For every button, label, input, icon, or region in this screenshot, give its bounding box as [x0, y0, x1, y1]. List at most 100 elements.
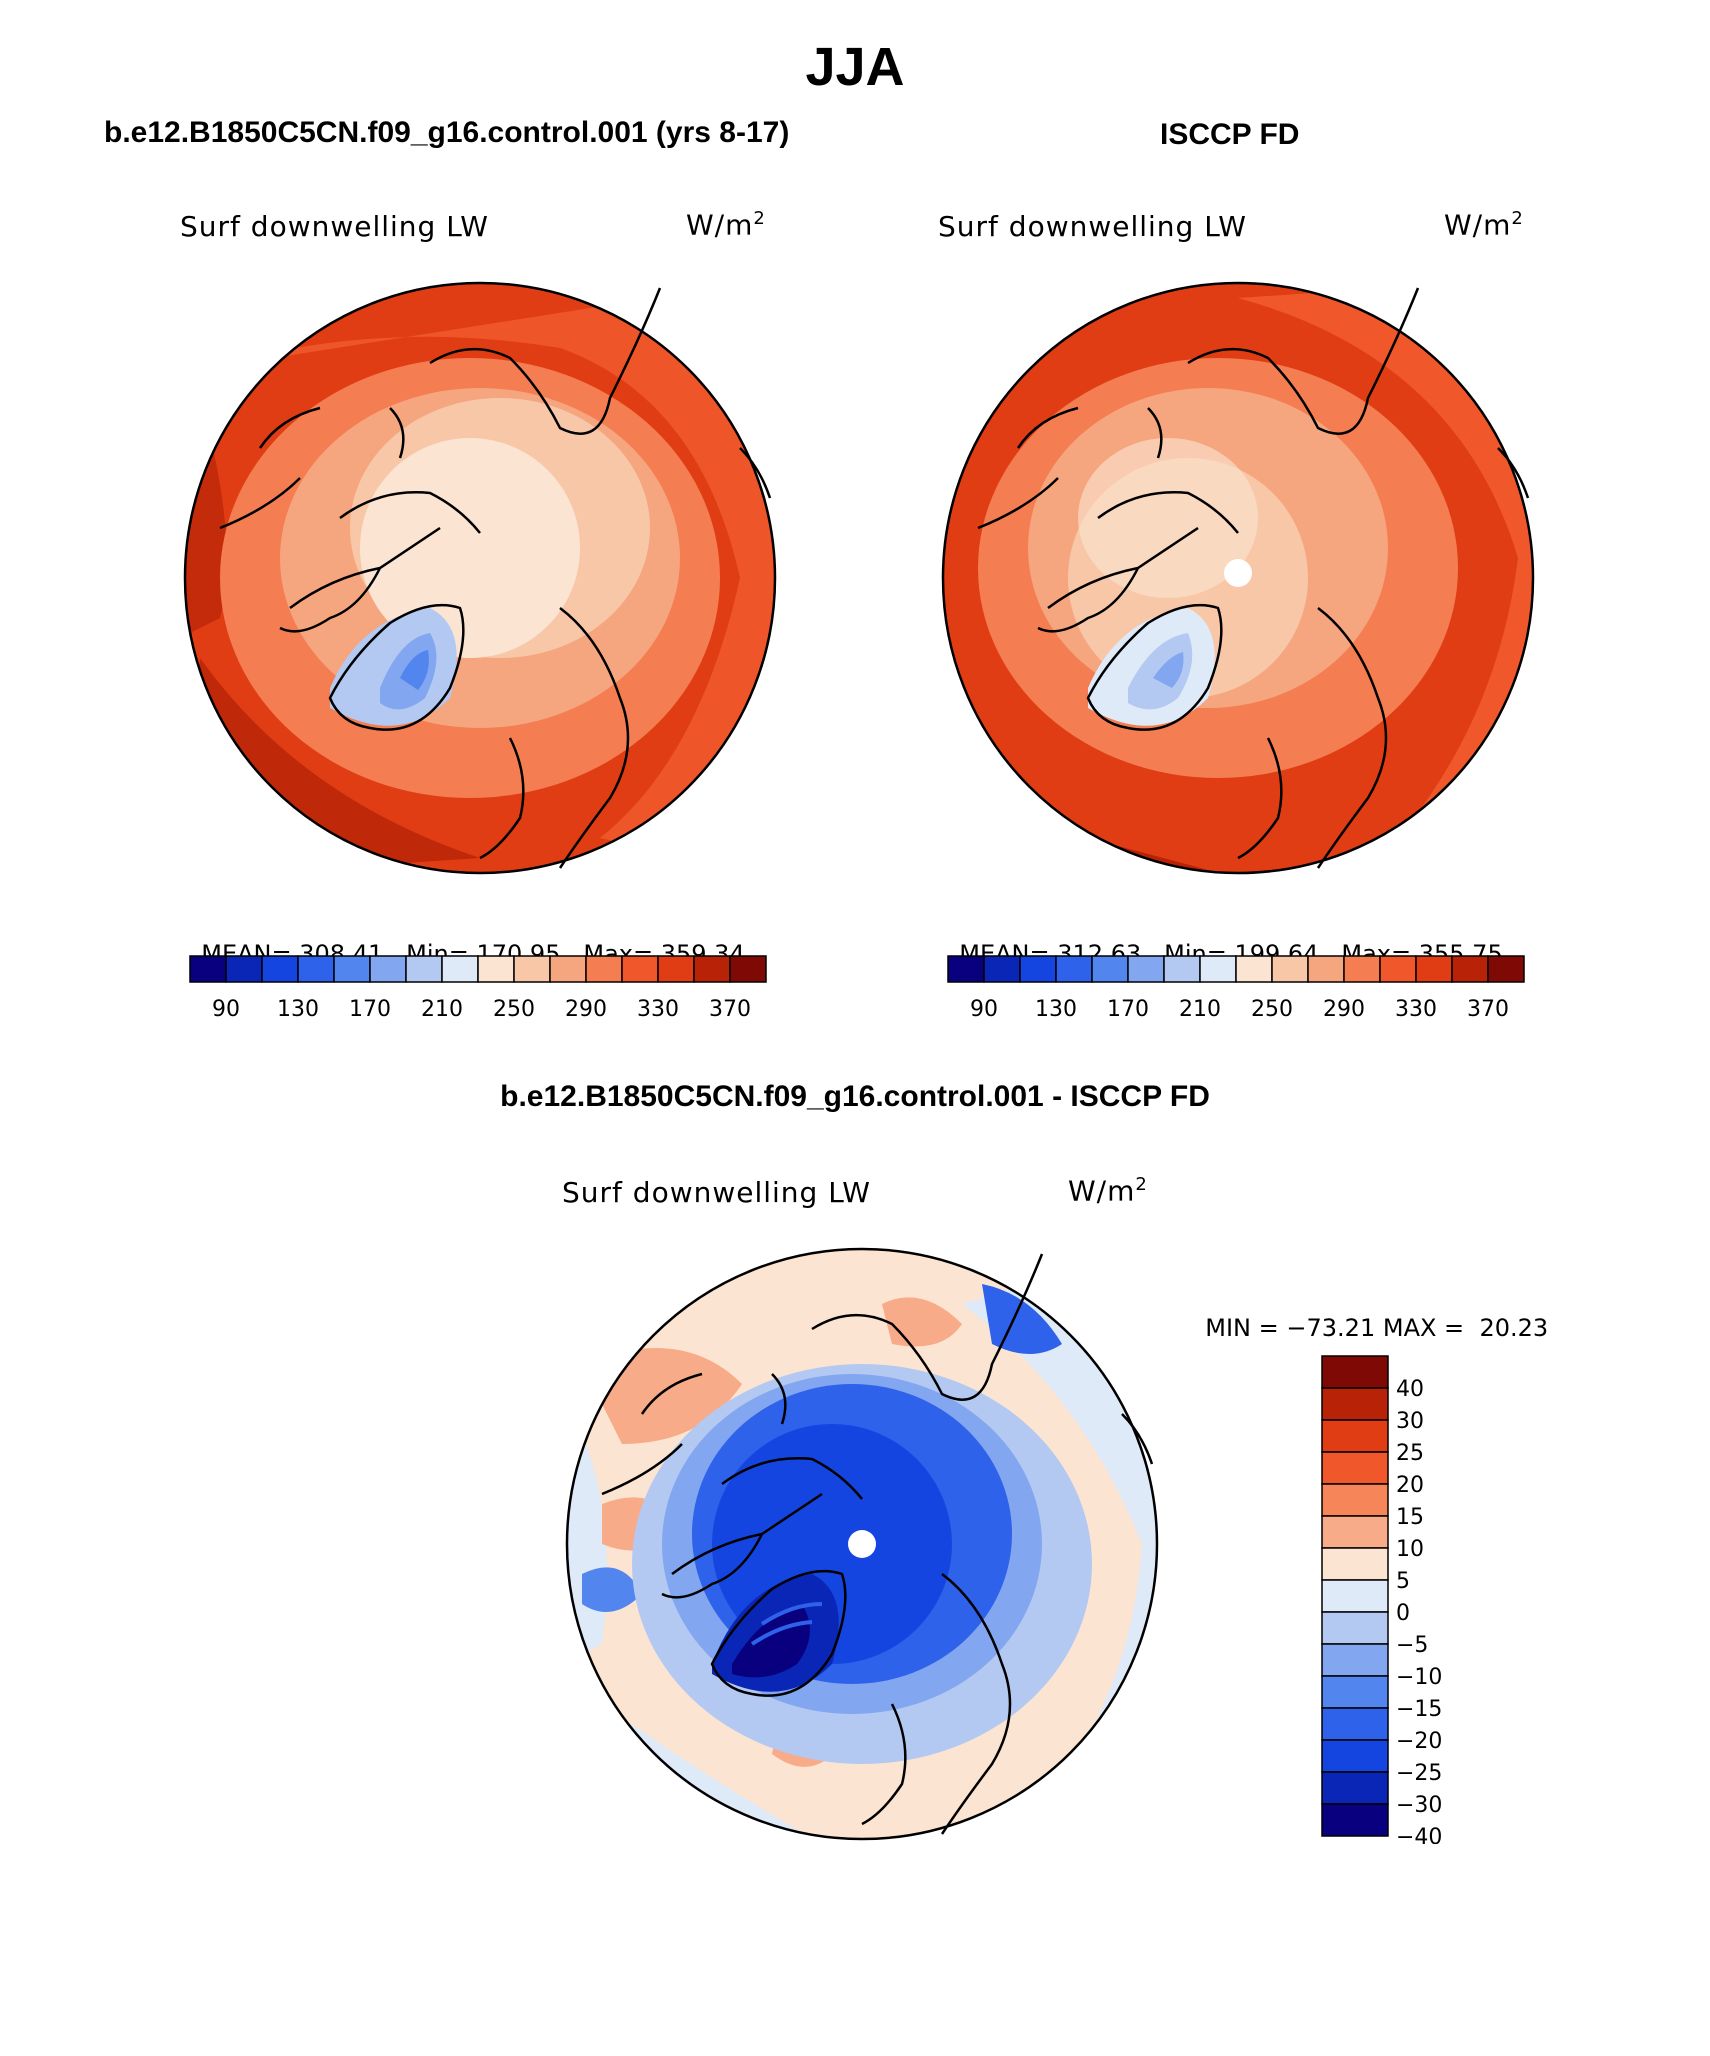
- diff-colorbar-swatch: [1321, 1547, 1389, 1581]
- obs-units-exponent: 2: [1511, 208, 1524, 229]
- model-polar-map: [183, 281, 777, 875]
- obs-units-text: W/m: [1444, 208, 1512, 242]
- obs-colorbar-swatch: [1415, 955, 1453, 983]
- obs-colorbar-swatch: [1379, 955, 1417, 983]
- diff-polar-map: [565, 1247, 1159, 1841]
- obs-colorbar-swatch: [1019, 955, 1057, 983]
- obs-colorbar-tick-label: 290: [1323, 997, 1365, 1022]
- model-colorbar-swatch: [405, 955, 443, 983]
- obs-colorbar-swatch: [1307, 955, 1345, 983]
- obs-colorbar-swatch: [1235, 955, 1273, 983]
- model-colorbar-swatch: [621, 955, 659, 983]
- model-variable-label: Surf downwelling LW: [180, 210, 489, 243]
- obs-colorbar-swatch: [1343, 955, 1381, 983]
- obs-colorbar-swatch: [1091, 955, 1129, 983]
- diff-colorbar-tick-label: 0: [1396, 1601, 1410, 1626]
- model-colorbar-tick-label: 170: [349, 997, 391, 1022]
- model-colorbar-swatch: [297, 955, 335, 983]
- diff-colorbar-tick-label: 10: [1396, 1537, 1424, 1562]
- diff-colorbar-swatch: [1321, 1355, 1389, 1389]
- model-colorbar-tick-label: 210: [421, 997, 463, 1022]
- diff-min-value: −73.21: [1286, 1314, 1376, 1342]
- diff-colorbar-swatch: [1321, 1643, 1389, 1677]
- model-colorbar-tick-label: 250: [493, 997, 535, 1022]
- model-colorbar: 90 130 170 210 250 290 330 370: [189, 955, 767, 1022]
- obs-colorbar-swatch: [1199, 955, 1237, 983]
- model-colorbar-swatch: [441, 955, 479, 983]
- model-units-text: W/m: [686, 208, 754, 242]
- obs-variable-label: Surf downwelling LW: [938, 210, 1247, 243]
- diff-minmax: MIN = −73.21 MAX = 20.23: [1190, 1286, 1548, 1342]
- diff-colorbar-tick-label: −30: [1396, 1793, 1442, 1818]
- model-units-label: W/m2: [686, 208, 766, 241]
- model-colorbar-swatch: [549, 955, 587, 983]
- diff-colorbar-tick-label: −25: [1396, 1761, 1442, 1786]
- diff-colorbar-swatch: [1321, 1739, 1389, 1773]
- diff-colorbar-tick-label: 5: [1396, 1569, 1410, 1594]
- diff-colorbar-swatch: [1321, 1803, 1389, 1837]
- obs-panel-title: ISCCP FD: [1160, 118, 1300, 151]
- diff-colorbar-tick-label: −10: [1396, 1665, 1442, 1690]
- obs-colorbar-swatch: [947, 955, 985, 983]
- obs-colorbar-swatch: [983, 955, 1021, 983]
- model-colorbar-tick-label: 90: [212, 997, 240, 1022]
- diff-colorbar-swatch: [1321, 1483, 1389, 1517]
- obs-colorbar-swatch: [1127, 955, 1165, 983]
- diff-units-label: W/m2: [1068, 1174, 1148, 1207]
- diff-colorbar-tick-label: 20: [1396, 1473, 1424, 1498]
- model-colorbar-swatch: [585, 955, 623, 983]
- diff-colorbar-swatch: [1321, 1419, 1389, 1453]
- model-colorbar-tick-label: 370: [709, 997, 751, 1022]
- diff-colorbar-swatch: [1321, 1451, 1389, 1485]
- obs-colorbar-tick-label: 90: [970, 997, 998, 1022]
- diff-colorbar-swatch: [1321, 1707, 1389, 1741]
- obs-colorbar-swatch: [1487, 955, 1525, 983]
- diff-colorbar-tick-label: 15: [1396, 1505, 1424, 1530]
- diff-colorbar-tick-label: −20: [1396, 1729, 1442, 1754]
- diff-colorbar-swatch: [1321, 1579, 1389, 1613]
- diff-colorbar-tick-label: −5: [1396, 1633, 1428, 1658]
- diff-colorbar-swatch: [1321, 1771, 1389, 1805]
- model-colorbar-swatch: [189, 955, 227, 983]
- model-colorbar-swatch: [225, 955, 263, 983]
- obs-polar-map: [941, 281, 1535, 875]
- diff-colorbar-swatch: [1321, 1611, 1389, 1645]
- diff-colorbar-swatch: [1321, 1387, 1389, 1421]
- model-colorbar-tick-label: 290: [565, 997, 607, 1022]
- diff-colorbar-tick-label: 25: [1396, 1441, 1424, 1466]
- model-colorbar-tick-label: 330: [637, 997, 679, 1022]
- obs-colorbar-tick-label: 170: [1107, 997, 1149, 1022]
- diff-max-label: MAX =: [1382, 1314, 1465, 1342]
- obs-colorbar-tick-label: 130: [1035, 997, 1077, 1022]
- obs-colorbar-swatch: [1271, 955, 1309, 983]
- diff-colorbar-tick-label: 30: [1396, 1409, 1424, 1434]
- diff-colorbar-tick-label: −40: [1396, 1825, 1442, 1844]
- diff-variable-label: Surf downwelling LW: [562, 1176, 871, 1209]
- model-colorbar-swatch: [333, 955, 371, 983]
- model-colorbar-swatch: [261, 955, 299, 983]
- model-units-exponent: 2: [753, 208, 766, 229]
- diff-max-value: 20.23: [1479, 1314, 1549, 1342]
- diff-colorbar: 40 30 25 20 15 10 5 0 −5 −10 −15 −20 −25 −30 −40: [1321, 1355, 1442, 1844]
- model-colorbar-tick-label: 130: [277, 997, 319, 1022]
- diff-panel-title: b.e12.B1850C5CN.f09_g16.control.001 - IS…: [500, 1080, 1210, 1113]
- obs-colorbar-swatch: [1451, 955, 1489, 983]
- model-colorbar-swatch: [693, 955, 731, 983]
- model-colorbar-swatch: [513, 955, 551, 983]
- obs-colorbar: 90 130 170 210 250 290 330 370: [947, 955, 1525, 1022]
- obs-units-label: W/m2: [1444, 208, 1524, 241]
- diff-units-exponent: 2: [1135, 1174, 1148, 1195]
- model-colorbar-swatch: [369, 955, 407, 983]
- model-colorbar-swatch: [477, 955, 515, 983]
- diff-min-label: MIN =: [1205, 1314, 1279, 1342]
- obs-colorbar-tick-label: 330: [1395, 997, 1437, 1022]
- obs-colorbar-tick-label: 250: [1251, 997, 1293, 1022]
- model-colorbar-swatch: [657, 955, 695, 983]
- diff-units-text: W/m: [1068, 1174, 1136, 1208]
- diff-colorbar-tick-label: 40: [1396, 1377, 1424, 1402]
- model-panel-title: b.e12.B1850C5CN.f09_g16.control.001 (yrs…: [104, 116, 790, 149]
- obs-colorbar-tick-label: 370: [1467, 997, 1509, 1022]
- obs-colorbar-swatch: [1055, 955, 1093, 983]
- main-title: JJA: [805, 37, 905, 97]
- diff-colorbar-swatch: [1321, 1675, 1389, 1709]
